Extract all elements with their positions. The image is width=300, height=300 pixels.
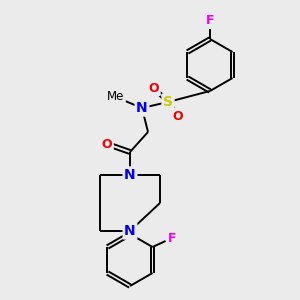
Text: Me: Me [107, 91, 125, 103]
Text: O: O [149, 82, 159, 94]
Text: O: O [173, 110, 183, 122]
Text: F: F [168, 232, 177, 244]
Text: N: N [124, 224, 136, 238]
Text: N: N [124, 168, 136, 182]
Text: S: S [163, 95, 173, 109]
Text: F: F [206, 14, 214, 28]
Text: N: N [136, 101, 148, 115]
Text: O: O [102, 139, 112, 152]
